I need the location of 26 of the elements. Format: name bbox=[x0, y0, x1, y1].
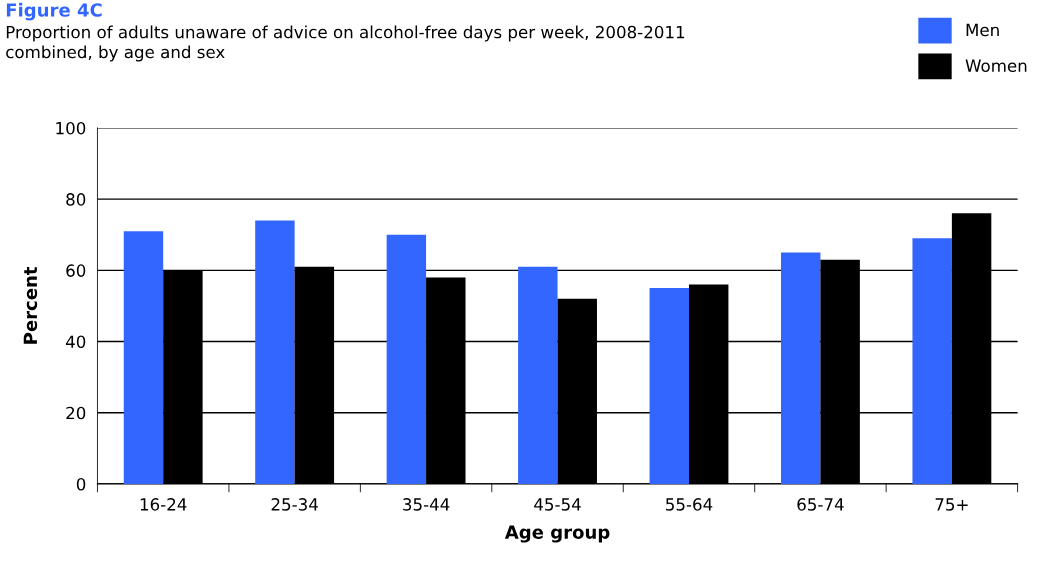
y-tick-label: 40 bbox=[65, 335, 86, 349]
bar bbox=[649, 288, 689, 484]
chart-subtitle: Proportion of adults unaware of advice on alcohol-free days per week, 2008-2011 combined, by age and sex bbox=[6, 25, 685, 62]
bar bbox=[912, 238, 952, 484]
x-tick-label: 55-64 bbox=[666, 498, 713, 511]
x-axis-title: Age group bbox=[504, 525, 610, 543]
y-tick-label: 60 bbox=[66, 264, 86, 277]
legend-label: Women bbox=[965, 59, 1027, 72]
x-tick-label: 65-74 bbox=[797, 498, 844, 511]
bar bbox=[123, 231, 164, 484]
x-tick-label: 16-24 bbox=[140, 498, 187, 511]
chart-title: Figure 4C bbox=[6, 2, 102, 21]
x-tick-label: 75+ bbox=[935, 498, 968, 511]
y-tick-label: 20 bbox=[66, 406, 86, 420]
x-tick-label: 25-34 bbox=[271, 498, 318, 511]
legend-label: Men bbox=[966, 23, 999, 37]
bar bbox=[518, 266, 558, 484]
bar bbox=[781, 252, 821, 484]
y-tick-label: 0 bbox=[76, 477, 86, 491]
y-axis-title: Percent bbox=[23, 266, 38, 344]
y-tick-label: 100 bbox=[56, 121, 86, 135]
bar bbox=[386, 234, 427, 484]
x-tick-label: 45-54 bbox=[534, 498, 581, 511]
bar bbox=[255, 220, 295, 484]
y-tick-label: 80 bbox=[66, 193, 86, 206]
x-tick-label: 35-44 bbox=[403, 498, 450, 511]
